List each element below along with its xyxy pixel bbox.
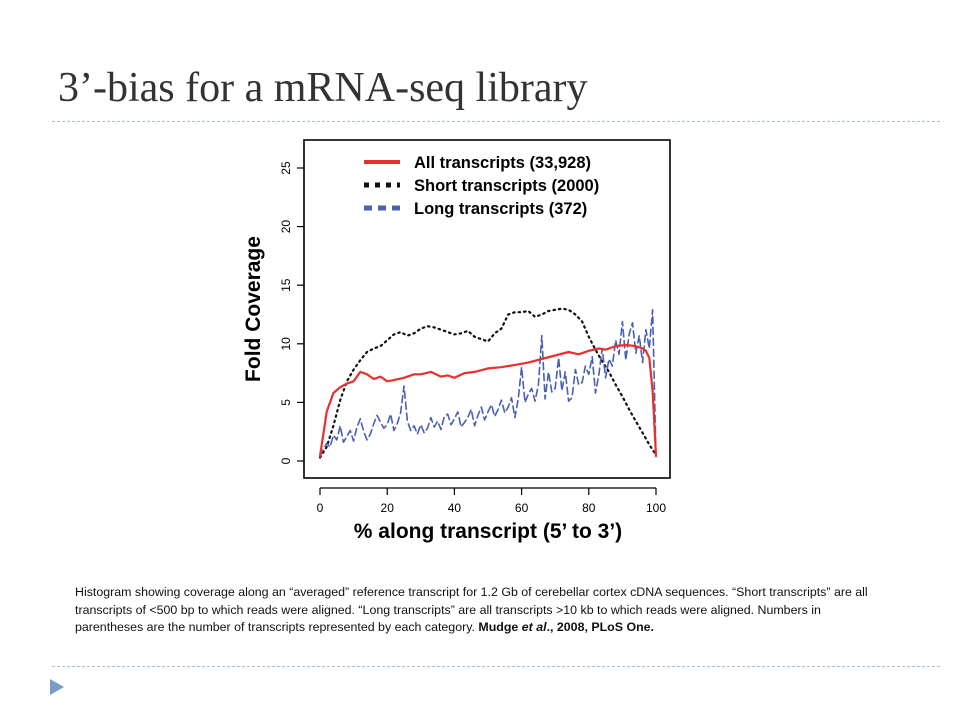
y-tick-label: 15 [279,278,293,292]
y-tick-label: 25 [279,161,293,175]
triangle-right-icon[interactable] [49,678,65,696]
x-tick-label: 0 [317,501,324,515]
legend-label-1: Short transcripts (2000) [414,177,599,195]
y-axis-label: Fold Coverage [242,236,265,382]
series-line-0 [318,343,658,458]
y-tick-label: 20 [279,220,293,234]
caption-citation-etal: et al [521,620,547,634]
x-axis-label: % along transcript (5’ to 3’) [354,520,622,543]
x-tick-label: 60 [515,501,529,515]
caption-text: Histogram showing coverage along an “ave… [75,585,868,634]
footer-divider [52,666,940,667]
slide-title: 3’-bias for a mRNA-seq library [58,65,588,111]
x-tick-label: 100 [646,501,666,515]
title-divider [52,121,940,122]
series-line-1 [318,307,658,459]
y-tick-label: 10 [279,337,293,351]
y-tick-label: 0 [279,457,293,464]
x-tick-label: 20 [381,501,395,515]
figure-caption: Histogram showing coverage along an “ave… [75,584,887,637]
caption-citation-rest: ., 2008, PLoS One. [546,620,654,634]
legend-label-0: All transcripts (33,928) [414,154,591,172]
y-tick-label: 5 [279,399,293,406]
coverage-chart: 0 5 10 15 20 25 0 20 40 60 80 100 % along transcript… [240,128,680,558]
plot-frame [303,139,671,479]
x-tick-label: 80 [582,501,596,515]
caption-citation-author: Mudge [478,620,519,634]
chart-svg: 0 5 10 15 20 25 0 20 40 60 80 100 % along transcript… [242,139,671,543]
legend-label-2: Long transcripts (372) [414,200,587,218]
series-line-2 [319,309,657,459]
x-tick-label: 40 [448,501,462,515]
